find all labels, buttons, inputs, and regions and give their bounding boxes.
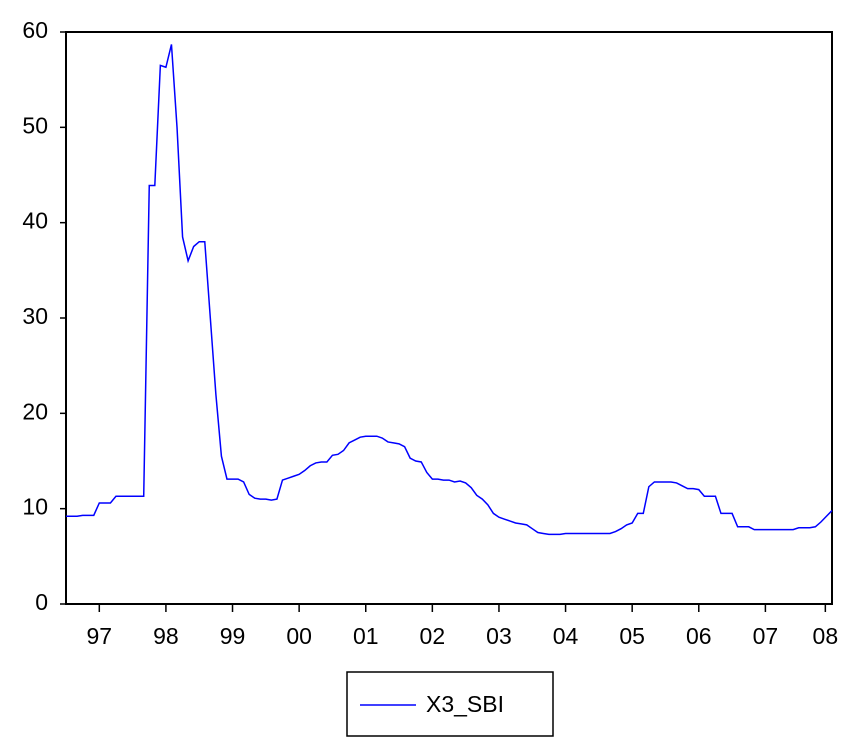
plot-frame <box>66 32 832 604</box>
legend-label: X3_SBI <box>426 691 504 717</box>
x-tick-label: 02 <box>420 623 446 649</box>
y-tick-label: 40 <box>22 208 48 234</box>
x-tick-label: 06 <box>686 623 712 649</box>
y-tick-label: 0 <box>35 589 48 615</box>
x-tick-label: 04 <box>553 623 579 649</box>
x-tick-label: 97 <box>87 623 113 649</box>
series-line <box>66 44 832 534</box>
y-tick-label: 20 <box>22 398 48 424</box>
x-tick-label: 00 <box>286 623 312 649</box>
x-tick-label: 08 <box>813 623 839 649</box>
x-tick-label: 07 <box>753 623 779 649</box>
x-tick-label: 05 <box>619 623 645 649</box>
x-tick-label: 03 <box>486 623 512 649</box>
x-tick-label: 99 <box>220 623 246 649</box>
x-tick-label: 01 <box>353 623 379 649</box>
x-tick-label: 98 <box>153 623 179 649</box>
chart: 0 10 20 30 40 50 60 97 98 99 00 01 02 03 04 05 06 07 08 X3_… <box>0 0 852 738</box>
y-tick-label: 30 <box>22 303 48 329</box>
y-tick-label: 10 <box>22 494 48 520</box>
y-tick-label: 50 <box>22 112 48 138</box>
y-tick-label: 60 <box>22 17 48 43</box>
